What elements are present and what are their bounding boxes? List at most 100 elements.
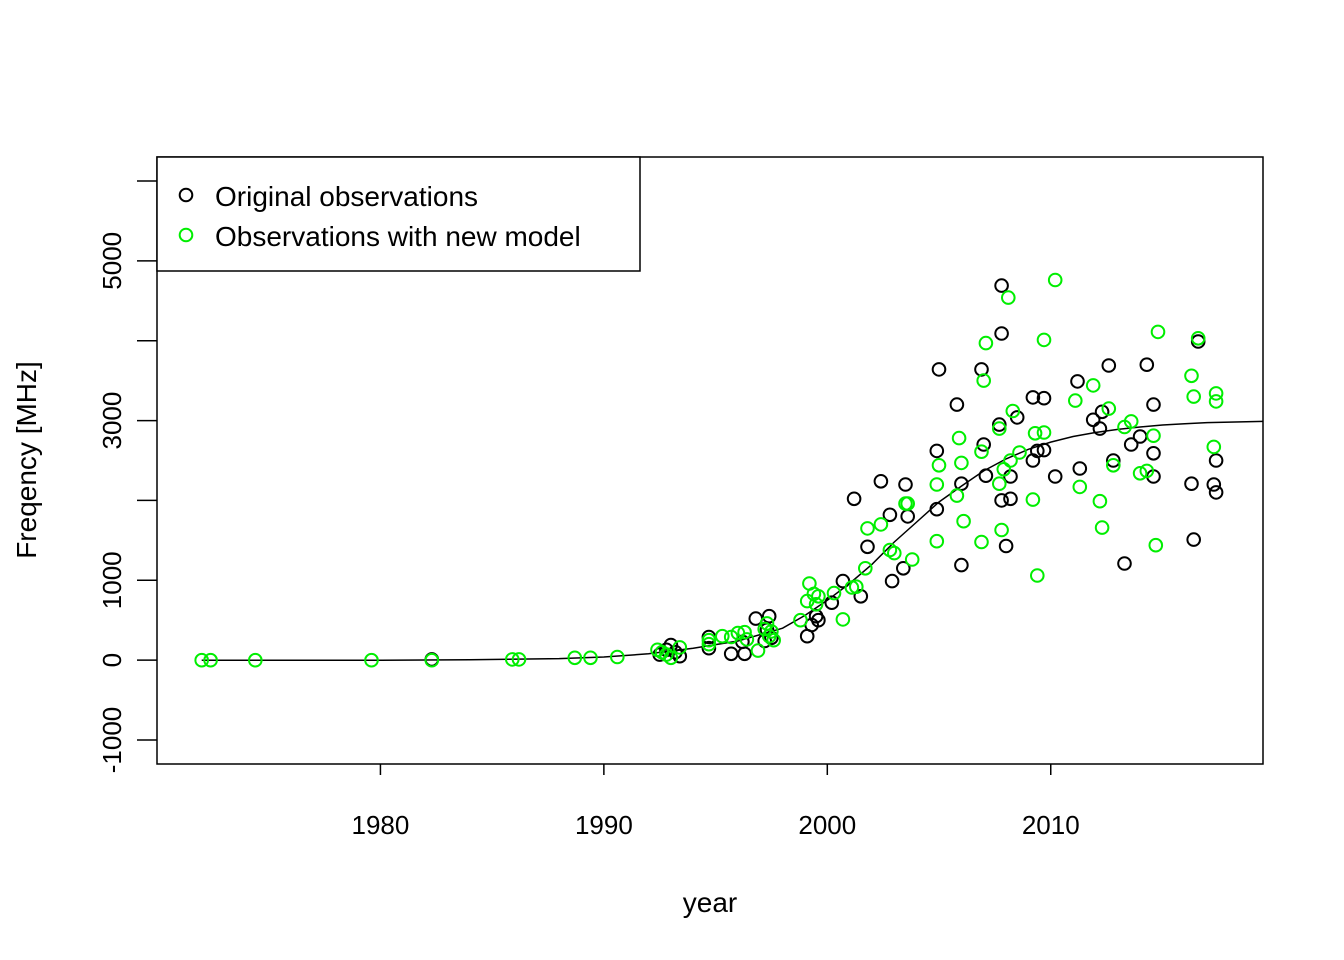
- original-point: [949, 397, 965, 412]
- y-tick-label: -1000: [97, 707, 127, 774]
- new-model-point: [750, 643, 766, 658]
- original-point: [929, 443, 945, 459]
- legend-marker-original: [178, 187, 194, 203]
- y-tick-label: 5000: [97, 232, 127, 290]
- points-layer: [194, 272, 1224, 668]
- original-point: [1139, 357, 1155, 373]
- original-point: [1094, 404, 1110, 420]
- new-model-point: [583, 650, 598, 666]
- new-model-point: [1047, 272, 1063, 288]
- new-model-point: [992, 421, 1007, 436]
- original-point: [1070, 374, 1085, 389]
- x-tick-label: 2010: [1022, 810, 1080, 840]
- new-model-point: [992, 476, 1007, 492]
- new-model-point: [364, 652, 379, 668]
- y-axis-title: Freqency [MHz]: [11, 361, 42, 559]
- new-model-point: [194, 652, 209, 668]
- new-model-point: [954, 455, 969, 471]
- original-point: [896, 561, 911, 576]
- new-model-point: [1003, 453, 1018, 468]
- original-point: [954, 557, 969, 573]
- y-tick-label: 1000: [97, 551, 127, 609]
- new-model-point: [978, 335, 994, 351]
- new-model-point: [826, 585, 842, 601]
- new-model-point: [1027, 426, 1043, 441]
- new-model-point: [1012, 445, 1027, 460]
- new-model-point: [764, 624, 779, 639]
- new-model-point: [873, 517, 889, 532]
- original-point: [1092, 421, 1108, 436]
- new-model-point: [849, 579, 864, 595]
- original-point: [737, 646, 752, 662]
- new-model-point: [1072, 479, 1088, 495]
- new-model-point: [811, 589, 826, 604]
- new-model-point: [951, 430, 967, 446]
- legend-marker-new-model: [178, 227, 194, 243]
- new-model-point: [715, 628, 730, 644]
- legend-label-new-model: Observations with new model: [215, 221, 581, 252]
- new-model-point: [1206, 439, 1222, 455]
- new-model-point: [1150, 324, 1166, 340]
- new-model-point: [1106, 458, 1121, 473]
- original-point: [1186, 532, 1201, 547]
- new-model-point: [793, 612, 808, 628]
- new-model-point: [976, 373, 992, 388]
- new-model-point: [701, 632, 717, 648]
- original-point: [992, 417, 1007, 432]
- original-point: [1036, 390, 1052, 406]
- original-point: [998, 538, 1014, 554]
- new-model-point: [1068, 393, 1083, 408]
- original-point: [931, 362, 947, 377]
- original-point: [1184, 476, 1199, 492]
- original-point: [1030, 443, 1045, 459]
- original-point: [994, 278, 1009, 293]
- original-point: [978, 468, 994, 484]
- new-model-point: [974, 444, 989, 460]
- new-model-point: [887, 545, 902, 561]
- new-model-point: [1001, 290, 1016, 305]
- original-point: [1047, 469, 1063, 484]
- original-point: [898, 477, 913, 492]
- new-model-point: [931, 458, 947, 473]
- new-model-point: [929, 477, 945, 492]
- new-model-point: [248, 652, 263, 668]
- original-point: [882, 507, 898, 523]
- new-model-point: [701, 636, 717, 652]
- y-axis: -1000 0 1000 3000 5000: [97, 180, 157, 774]
- new-model-point: [1085, 378, 1101, 393]
- x-axis: 1980 1990 2000 2010: [352, 764, 1080, 840]
- new-model-point: [1123, 414, 1139, 429]
- new-model-point: [1186, 389, 1201, 404]
- original-point: [811, 612, 826, 628]
- new-model-point: [672, 640, 688, 655]
- original-point: [1206, 477, 1222, 492]
- new-model-point: [1148, 537, 1164, 553]
- original-point: [701, 640, 717, 656]
- original-point: [1003, 491, 1018, 507]
- original-point: [1117, 556, 1132, 571]
- new-model-point: [929, 533, 945, 549]
- original-point: [873, 474, 889, 489]
- x-tick-label: 1980: [352, 810, 410, 840]
- new-model-point: [1005, 403, 1021, 419]
- new-model-point: [808, 597, 824, 612]
- x-axis-title: year: [683, 887, 737, 918]
- new-model-point: [424, 652, 440, 668]
- new-model-point: [1025, 492, 1041, 507]
- new-model-point: [1190, 331, 1206, 346]
- new-model-point: [663, 650, 679, 666]
- new-model-point: [900, 496, 916, 511]
- new-model-point: [511, 652, 527, 667]
- new-model-point: [1208, 394, 1224, 409]
- new-model-point: [567, 650, 583, 666]
- y-tick-label: 0: [97, 653, 127, 667]
- original-point: [1072, 461, 1088, 476]
- new-model-point: [994, 522, 1009, 538]
- original-point: [1106, 453, 1121, 468]
- new-model-point: [858, 561, 873, 576]
- new-model-point: [904, 552, 920, 567]
- new-model-point: [1036, 425, 1052, 440]
- y-tick-label: 3000: [97, 392, 127, 450]
- new-model-point: [949, 488, 965, 503]
- original-point: [929, 501, 945, 517]
